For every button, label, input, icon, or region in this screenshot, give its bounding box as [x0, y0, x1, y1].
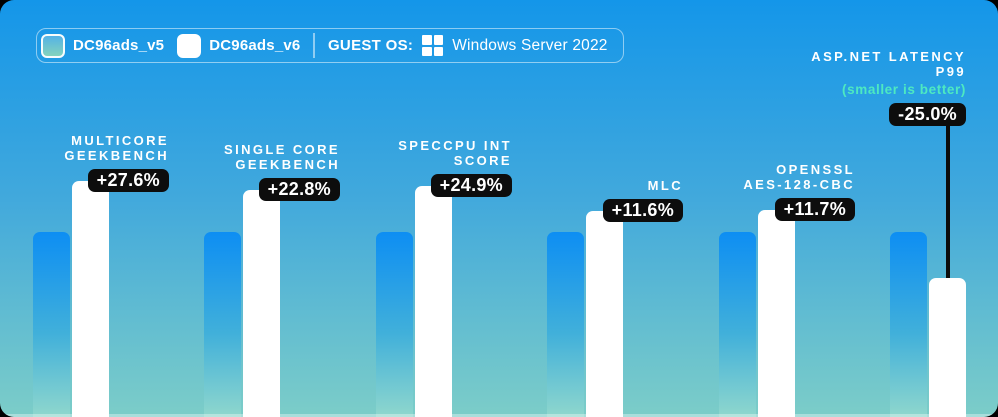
- bar-dc96ads-v6: [72, 181, 109, 417]
- benchmark-title-line: MULTICORE: [71, 133, 169, 148]
- bar-dc96ads-v6: [758, 210, 795, 417]
- baseline-strip: [0, 414, 998, 417]
- windows-logo-icon: [422, 35, 444, 56]
- delta-badge: +24.9%: [430, 174, 512, 197]
- benchmark-title: MULTICORE GEEKBENCH: [64, 133, 169, 163]
- bar-dc96ads-v6: [415, 186, 452, 417]
- delta-badge: +22.8%: [258, 178, 340, 201]
- benchmark-title: MLC: [648, 178, 683, 193]
- legend-divider: [313, 33, 315, 58]
- bar-dc96ads-v5: [890, 232, 927, 417]
- benchmark-title-line: SCORE: [453, 153, 512, 168]
- legend-item-v5: DC96ads_v5: [41, 33, 165, 58]
- benchmark-title: OPENSSL AES-128-CBC: [743, 162, 855, 192]
- delta-badge: +27.6%: [87, 169, 169, 192]
- guest-os: GUEST OS: Windows Server 2022: [328, 35, 608, 56]
- bar-dc96ads-v6: [586, 211, 623, 417]
- bar-dc96ads-v5: [33, 232, 70, 417]
- bar-dc96ads-v6: [243, 190, 280, 417]
- legend-label-v5: DC96ads_v5: [73, 37, 165, 54]
- guest-os-label: GUEST OS:: [327, 37, 414, 54]
- v6-swatch-icon: [177, 33, 202, 58]
- bar-dc96ads-v6: [929, 278, 966, 417]
- benchmark-title: SINGLE CORE GEEKBENCH: [224, 142, 340, 172]
- delta-badge: -25.0%: [889, 103, 966, 126]
- benchmark-title-line: GEEKBENCH: [64, 148, 169, 163]
- benchmark-title-line: AES-128-CBC: [743, 177, 855, 192]
- benchmark-title: ASP.NET LATENCY P99 (smaller is better): [811, 49, 966, 97]
- delta-badge: +11.6%: [602, 199, 683, 222]
- legend: DC96ads_v5 DC96ads_v6 GUEST OS: Windows …: [36, 28, 624, 63]
- benchmark-title-line: SPECCPU INT: [398, 138, 512, 153]
- benchmark-title-line: OPENSSL: [776, 162, 855, 177]
- bar-dc96ads-v5: [204, 232, 241, 417]
- delta-badge: +11.7%: [774, 198, 855, 221]
- legend-item-v6: DC96ads_v6: [177, 33, 301, 58]
- connector-line: [946, 126, 950, 278]
- benchmark-title-line: ASP.NET LATENCY: [811, 49, 966, 64]
- benchmark-title-line: MLC: [647, 178, 683, 193]
- bar-dc96ads-v5: [376, 232, 413, 417]
- benchmark-title-line: GEEKBENCH: [235, 157, 340, 172]
- bar-dc96ads-v5: [719, 232, 756, 417]
- benchmark-title: SPECCPU INT SCORE: [398, 138, 512, 168]
- benchmark-title-line: SINGLE CORE: [224, 142, 340, 157]
- v5-swatch-icon: [41, 33, 65, 58]
- smaller-is-better-note: (smaller is better): [842, 82, 966, 97]
- guest-os-value: Windows Server 2022: [452, 36, 608, 54]
- benchmark-title-line: P99: [935, 64, 966, 79]
- bar-dc96ads-v5: [547, 232, 584, 417]
- legend-label-v6: DC96ads_v6: [209, 37, 301, 54]
